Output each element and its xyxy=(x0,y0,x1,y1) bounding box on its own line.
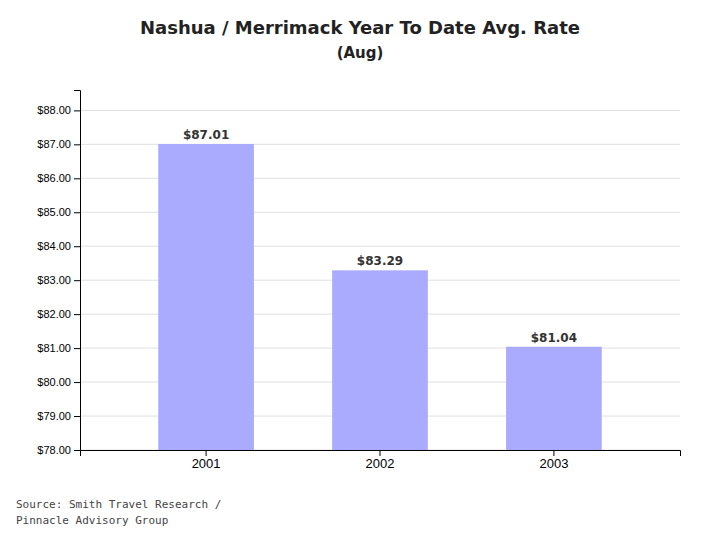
x-axis: 2001 2002 2003 xyxy=(81,450,681,471)
y-tick: $82.00 xyxy=(37,308,80,320)
y-tick-mark xyxy=(74,382,80,383)
bar xyxy=(158,144,254,450)
y-axis: $78.00 $79.00 $80.00 $81.00 $82.00 $83.00 $84.… xyxy=(37,91,80,457)
y-tick-label: $84.00 xyxy=(37,240,71,252)
y-tick-mark xyxy=(74,280,80,281)
y-tick: $81.00 xyxy=(37,342,80,354)
y-tick-label: $81.00 xyxy=(37,342,71,354)
y-tick: $84.00 xyxy=(37,240,80,252)
y-tick: $86.00 xyxy=(37,172,80,184)
y-tick-mark xyxy=(74,416,80,417)
annotation-line: Pinnacle Advisory Group xyxy=(16,514,168,527)
y-tick-label: $85.00 xyxy=(37,206,71,218)
data-label: $83.29 xyxy=(357,254,403,268)
y-tick-mark xyxy=(74,246,80,247)
chart-container: Nashua / Merrimack Year To Date Avg. Rat… xyxy=(0,0,720,540)
x-tick-label: 2003 xyxy=(539,456,568,471)
y-tick-label: $83.00 xyxy=(37,274,71,286)
y-tick-mark xyxy=(74,144,80,145)
y-tick-label: $80.00 xyxy=(37,376,71,388)
subtitle: (Aug) xyxy=(337,44,384,62)
bar xyxy=(332,270,428,450)
y-tick: $79.00 xyxy=(37,410,80,422)
x-tick: 2002 xyxy=(366,450,395,471)
y-tick-label: $86.00 xyxy=(37,172,71,184)
x-tick-mark xyxy=(380,450,381,456)
x-axis-line xyxy=(81,451,681,457)
data-label: $81.04 xyxy=(531,331,577,345)
bars xyxy=(158,144,601,450)
y-tick-label: $78.00 xyxy=(37,444,71,456)
y-tick-mark xyxy=(74,348,80,349)
y-tick-mark xyxy=(74,178,80,179)
y-tick-label: $79.00 xyxy=(37,410,71,422)
y-tick-mark xyxy=(74,450,80,451)
data-label: $87.01 xyxy=(183,128,229,142)
y-tick-mark xyxy=(74,314,80,315)
y-tick-label: $87.00 xyxy=(37,138,71,150)
bar xyxy=(506,347,602,450)
y-tick-mark xyxy=(74,212,80,213)
annotation: Source: Smith Travel Research / Pinnacle … xyxy=(16,498,221,527)
x-tick-label: 2001 xyxy=(192,456,221,471)
title: Nashua / Merrimack Year To Date Avg. Rat… xyxy=(140,17,580,38)
y-tick: $88.00 xyxy=(37,104,80,116)
grid-line xyxy=(80,110,680,111)
plot-area: $78.00 $79.00 $80.00 $81.00 $82.00 $83.00 $84.… xyxy=(37,91,680,472)
x-tick-mark xyxy=(553,450,554,456)
x-tick: 2003 xyxy=(539,450,568,471)
y-tick-label: $88.00 xyxy=(37,104,71,116)
annotation-line: Source: Smith Travel Research / xyxy=(16,498,221,511)
y-tick: $80.00 xyxy=(37,376,80,388)
y-tick-mark xyxy=(74,110,80,111)
chart-svg: Nashua / Merrimack Year To Date Avg. Rat… xyxy=(0,0,720,540)
y-tick: $85.00 xyxy=(37,206,80,218)
grid xyxy=(80,110,680,450)
x-tick: 2001 xyxy=(192,450,221,471)
x-tick-label: 2002 xyxy=(366,456,395,471)
y-tick: $87.00 xyxy=(37,138,80,150)
y-axis-line xyxy=(74,91,81,451)
data-labels: $87.01 $83.29 $81.04 xyxy=(183,128,577,345)
y-tick: $78.00 xyxy=(37,444,80,456)
y-tick: $83.00 xyxy=(37,274,80,286)
y-tick-label: $82.00 xyxy=(37,308,71,320)
x-tick-mark xyxy=(206,450,207,456)
